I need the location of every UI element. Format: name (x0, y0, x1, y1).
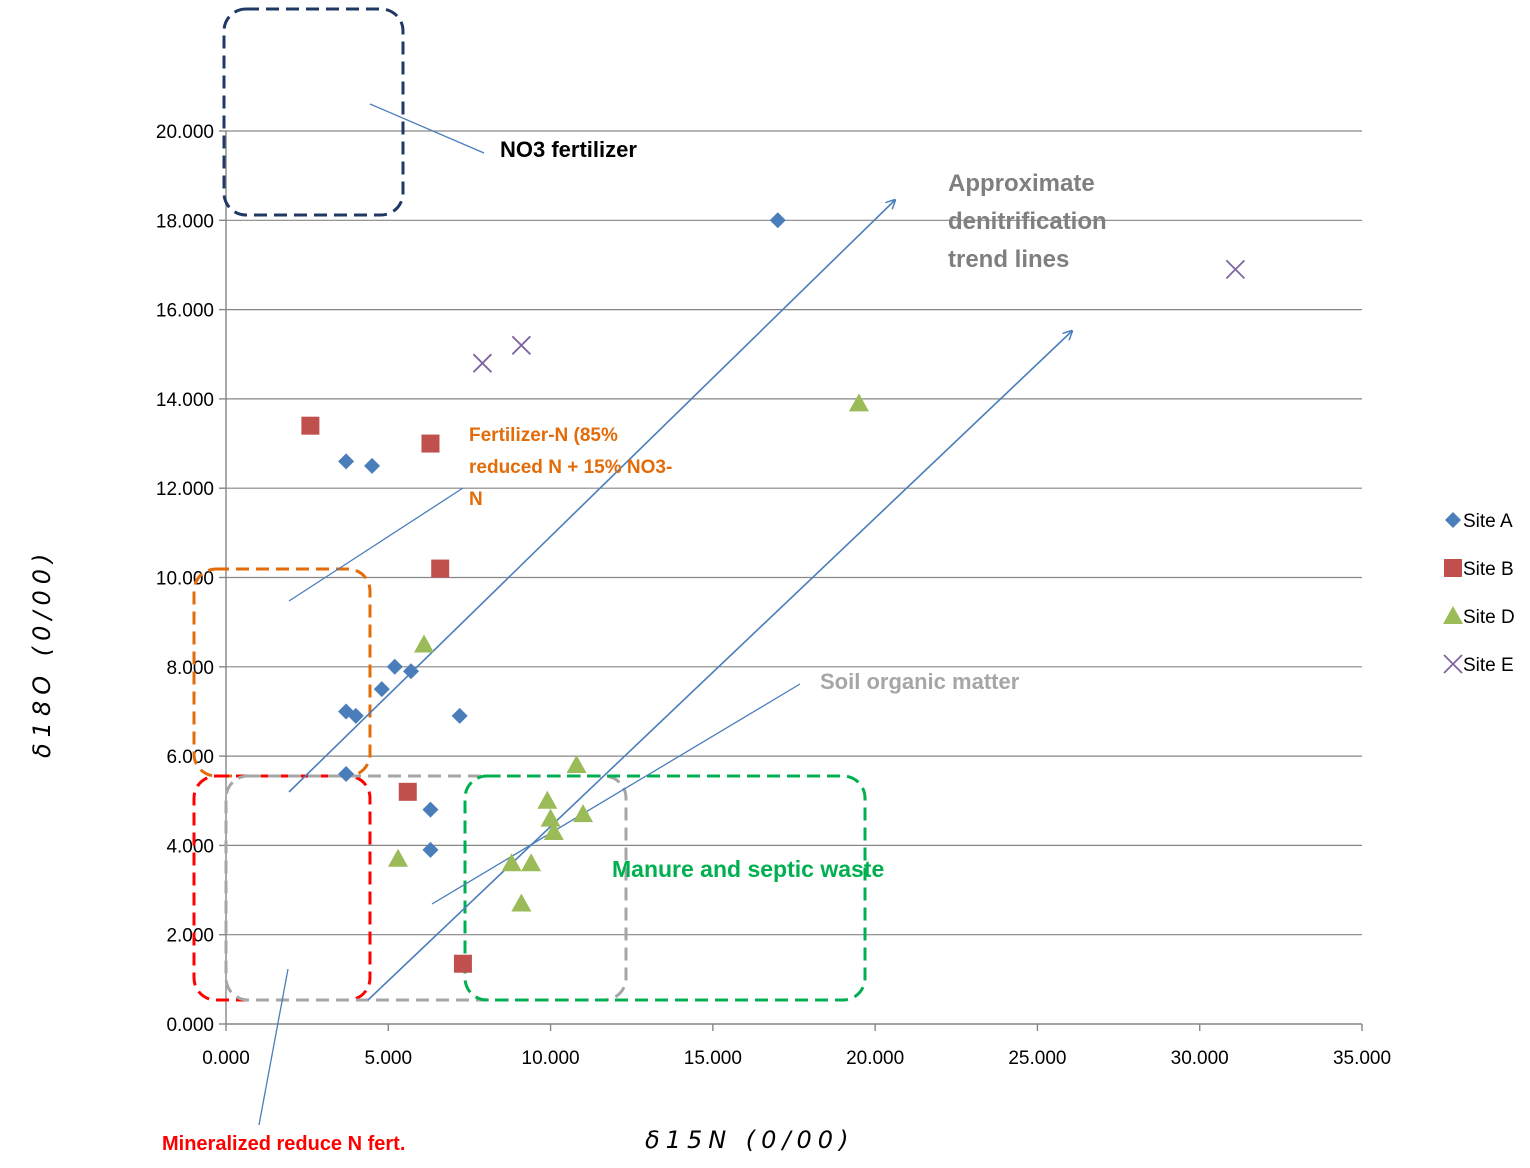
x-tick-label: 10.000 (522, 1048, 580, 1069)
mineralized-region (192, 774, 372, 1002)
fertilizer-n-line-1: Fertilizer-N (85% (469, 425, 618, 446)
site-a-point (451, 707, 468, 724)
legend-marker-site-a (1445, 512, 1461, 528)
no3-fertilizer-region (222, 7, 405, 217)
x-tick-label: 35.000 (1333, 1048, 1391, 1069)
no3-pointer (369, 103, 485, 154)
legend-marker-site-d (1443, 606, 1463, 624)
site-d-point (413, 634, 434, 653)
data-points (301, 212, 1246, 973)
y-tick-label: 16.000 (156, 301, 214, 322)
legend: Site A Site B Site D Site E (1443, 511, 1515, 676)
denitrification-line-2: denitrification (948, 208, 1107, 235)
tick-labels: 0.000 5.000 10.000 15.000 20.000 25.000 30.000… (156, 122, 1391, 1069)
site-b-point (398, 782, 417, 801)
y-tick-label: 12.000 (156, 479, 214, 500)
site-a-point (769, 212, 786, 229)
y-tick-label: 14.000 (156, 390, 214, 411)
site-d-point (540, 808, 561, 827)
legend-marker-site-e (1443, 654, 1463, 674)
site-b-point (431, 559, 450, 578)
soil-organic-region (224, 774, 628, 1002)
trend-line-lower (367, 331, 1072, 1001)
site-a-point (364, 457, 381, 474)
site-e-point (472, 353, 493, 373)
fertilizer-n-region (192, 567, 372, 778)
x-tick-label: 25.000 (1008, 1048, 1066, 1069)
y-tick-label: 8.000 (166, 658, 214, 679)
y-tick-label: 10.000 (156, 569, 214, 590)
site-a-point (422, 801, 439, 818)
axes (219, 130, 1363, 1031)
y-axis-title: δ18O (0/00) (28, 548, 56, 758)
fertilizer-n-line-2: reduced N + 15% NO3- (469, 457, 672, 478)
legend-label-site-b: Site B (1463, 559, 1514, 580)
site-a-point (338, 765, 355, 782)
gridlines (226, 130, 1362, 936)
site-d-point (573, 804, 594, 823)
legend-label-site-d: Site D (1463, 607, 1515, 628)
manure-label: Manure and septic waste (612, 856, 884, 882)
site-e-point (511, 335, 531, 355)
site-a-point (347, 707, 364, 724)
site-b-point (453, 954, 472, 973)
site-d-point (511, 893, 532, 912)
x-tick-label: 0.000 (202, 1048, 250, 1069)
x-tick-label: 30.000 (1171, 1048, 1229, 1069)
x-tick-label: 15.000 (684, 1048, 742, 1069)
site-b-point (421, 434, 440, 453)
fertilizer-n-label: Fertilizer-N (85% reduced N + 15% NO3- N (469, 425, 678, 510)
site-a-point (338, 453, 355, 470)
trend-line-upper (288, 200, 895, 793)
site-b-point (301, 416, 320, 435)
legend-marker-site-b (1444, 559, 1462, 577)
y-tick-label: 2.000 (166, 926, 214, 947)
y-tick-label: 4.000 (166, 836, 214, 857)
mineralized-pointer (258, 968, 289, 1126)
legend-label-site-a: Site A (1463, 511, 1513, 532)
site-d-point (848, 393, 869, 412)
no3-fertilizer-label: NO3 fertilizer (500, 137, 637, 162)
legend-label-site-e: Site E (1463, 655, 1514, 676)
site-a-point (403, 663, 420, 680)
site-d-point (566, 755, 587, 774)
y-tick-label: 6.000 (166, 747, 214, 768)
y-tick-label: 20.000 (156, 122, 214, 143)
y-tick-label: 18.000 (156, 211, 214, 232)
x-axis-title: δ15N (0/00) (645, 1126, 854, 1154)
site-d-point (501, 853, 522, 872)
denitrification-trend-lines (288, 200, 1072, 1001)
fertilizer-pointer (288, 487, 464, 602)
annotation-pointers (258, 103, 801, 1126)
manure-region (463, 774, 867, 1002)
site-d-point (388, 848, 409, 867)
site-a-point (422, 841, 439, 858)
denitrification-line-3: trend lines (948, 246, 1069, 273)
x-tick-label: 5.000 (365, 1048, 413, 1069)
site-d-point (543, 822, 564, 841)
site-a-point (373, 681, 390, 698)
x-tick-label: 20.000 (846, 1048, 904, 1069)
denitrification-label: Approximate denitrification trend lines (948, 170, 1113, 273)
fertilizer-n-line-3: N (469, 489, 483, 510)
y-tick-label: 0.000 (166, 1015, 214, 1036)
site-e-point (1225, 259, 1246, 280)
mineralized-label: Mineralized reduce N fert. (162, 1133, 405, 1155)
soil-organic-label: Soil organic matter (820, 669, 1020, 694)
site-d-point (521, 853, 542, 872)
site-d-point (537, 790, 558, 809)
denitrification-line-1: Approximate (948, 170, 1095, 197)
soil-pointer (431, 683, 801, 905)
site-a-point (386, 658, 403, 675)
